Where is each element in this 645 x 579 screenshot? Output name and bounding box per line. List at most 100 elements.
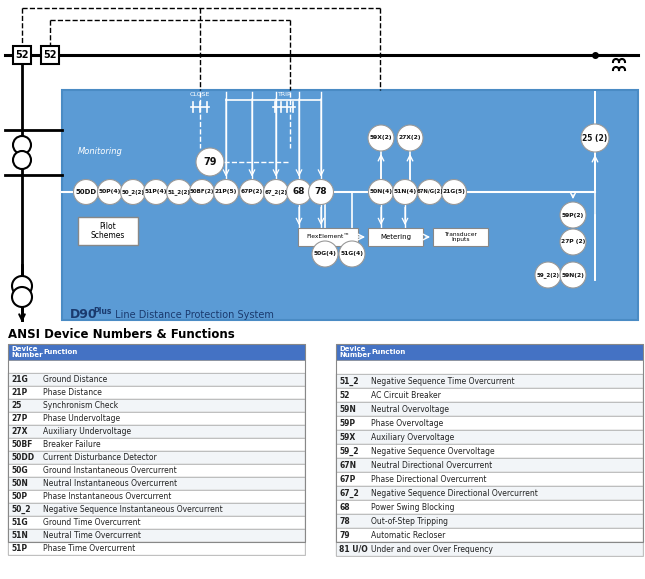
Text: Neutral Time Overcurrent: Neutral Time Overcurrent [43, 531, 141, 540]
Text: 52: 52 [43, 50, 57, 60]
Bar [336, 472, 643, 486]
Bar [368, 228, 423, 246]
Bar [336, 514, 643, 528]
Bar [336, 458, 643, 472]
Text: Phase Instantaneous Overcurrent: Phase Instantaneous Overcurrent [43, 492, 172, 501]
Bar [8, 386, 305, 399]
Bar [336, 402, 643, 416]
Bar [336, 430, 643, 444]
Text: 81 U/O: 81 U/O [339, 544, 368, 554]
Circle shape [264, 179, 288, 204]
Text: ANSI Device Numbers & Functions: ANSI Device Numbers & Functions [8, 328, 235, 341]
Bar [336, 486, 643, 500]
Circle shape [13, 151, 31, 169]
Text: Neutral Directional Overcurrent: Neutral Directional Overcurrent [371, 460, 492, 470]
Bar [8, 399, 305, 412]
Text: Device
Number: Device Number [339, 346, 371, 358]
Circle shape [12, 287, 32, 307]
Text: Line Distance Protection System: Line Distance Protection System [112, 310, 274, 320]
Circle shape [143, 179, 168, 204]
Text: 50G(4): 50G(4) [313, 251, 337, 256]
Text: Power Swing Blocking: Power Swing Blocking [371, 503, 455, 511]
Text: 21G(5): 21G(5) [442, 189, 466, 195]
Circle shape [368, 179, 393, 204]
Text: 51P(4): 51P(4) [144, 189, 167, 195]
Text: Phase Overvoltage: Phase Overvoltage [371, 419, 443, 427]
Bar [336, 344, 643, 360]
Text: Phase Time Overcurrent: Phase Time Overcurrent [43, 544, 135, 553]
Bar [336, 514, 643, 528]
Text: Ground Instantaneous Overcurrent: Ground Instantaneous Overcurrent [43, 466, 177, 475]
Text: Auxiliary Overvoltage: Auxiliary Overvoltage [371, 433, 454, 442]
Bar [8, 516, 305, 529]
Text: 27P (2): 27P (2) [561, 240, 585, 244]
Text: 51N: 51N [11, 531, 28, 540]
Circle shape [560, 202, 586, 228]
Text: TRIP: TRIP [278, 92, 292, 97]
Text: 67_2: 67_2 [339, 489, 359, 497]
Circle shape [12, 276, 32, 296]
Text: 59P(2): 59P(2) [562, 212, 584, 218]
Text: 50N(4): 50N(4) [370, 189, 393, 195]
Text: 52: 52 [339, 390, 350, 400]
Text: 51G(4): 51G(4) [341, 251, 364, 256]
Text: 59N(2): 59N(2) [562, 273, 584, 277]
Text: 59_2(2): 59_2(2) [537, 272, 559, 278]
Text: Breaker Failure: Breaker Failure [43, 440, 101, 449]
Text: 51_2(2): 51_2(2) [168, 189, 190, 195]
Bar [8, 464, 305, 477]
Text: Transducer
Inputs: Transducer Inputs [444, 232, 477, 242]
Text: Negative Sequence Overvoltage: Negative Sequence Overvoltage [371, 446, 495, 456]
Bar [336, 500, 643, 514]
Text: Out-of-Step Tripping: Out-of-Step Tripping [371, 516, 448, 526]
Bar [8, 477, 305, 490]
Bar [78, 217, 138, 245]
Text: 59X: 59X [339, 433, 355, 442]
Text: 78: 78 [339, 516, 350, 526]
Text: Under and over Over Frequency: Under and over Over Frequency [371, 544, 493, 554]
Bar [8, 542, 305, 555]
Text: 79: 79 [339, 530, 350, 540]
Text: 50BF: 50BF [11, 440, 32, 449]
Text: Phase Directional Overcurrent: Phase Directional Overcurrent [371, 475, 486, 483]
Text: 51G: 51G [11, 518, 28, 527]
Circle shape [560, 262, 586, 288]
Bar [8, 477, 305, 490]
Bar [8, 490, 305, 503]
Bar [8, 373, 305, 386]
Text: Function: Function [43, 349, 77, 355]
Circle shape [535, 262, 561, 288]
Bar [8, 451, 305, 464]
Bar [8, 529, 305, 542]
Text: Monitoring: Monitoring [78, 148, 123, 156]
Bar [336, 374, 643, 388]
Bar [336, 402, 643, 416]
Circle shape [312, 241, 338, 267]
Circle shape [560, 229, 586, 255]
Bar [8, 503, 305, 516]
Bar [8, 399, 305, 412]
Bar [336, 486, 643, 500]
Circle shape [308, 179, 333, 204]
Circle shape [441, 179, 466, 204]
Text: Metering: Metering [380, 234, 411, 240]
Bar [8, 412, 305, 425]
Bar [433, 228, 488, 246]
Bar [336, 500, 643, 514]
Text: 50BF(2): 50BF(2) [190, 189, 214, 195]
Text: 67N: 67N [339, 460, 356, 470]
Bar [336, 344, 643, 542]
Bar [336, 374, 643, 388]
Bar [298, 228, 358, 246]
Text: Phase Distance: Phase Distance [43, 388, 102, 397]
Bar [8, 529, 305, 542]
Bar [8, 542, 305, 555]
Bar [8, 438, 305, 451]
Circle shape [581, 124, 609, 152]
Circle shape [417, 179, 442, 204]
Circle shape [166, 179, 192, 204]
Text: 51_2: 51_2 [339, 376, 359, 386]
Text: FlexElement™: FlexElement™ [306, 234, 350, 240]
Text: Plus: Plus [93, 307, 112, 317]
Bar [8, 503, 305, 516]
